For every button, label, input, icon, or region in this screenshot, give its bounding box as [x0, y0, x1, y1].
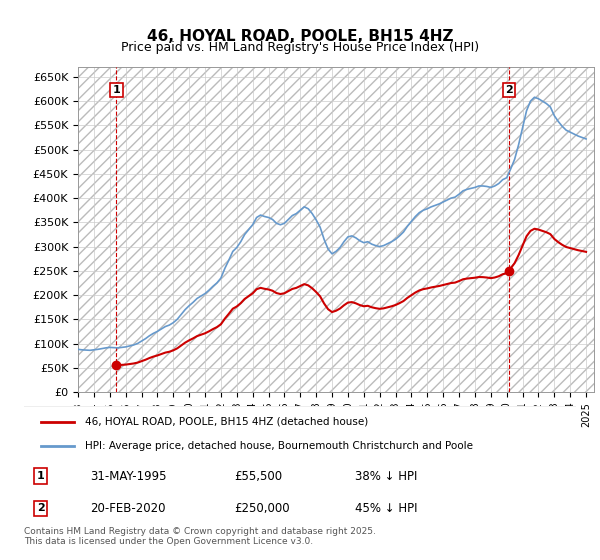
Text: 2: 2: [37, 503, 44, 514]
Text: 46, HOYAL ROAD, POOLE, BH15 4HZ (detached house): 46, HOYAL ROAD, POOLE, BH15 4HZ (detache…: [85, 417, 368, 427]
Text: £55,500: £55,500: [234, 470, 282, 483]
Text: 1: 1: [37, 471, 44, 481]
Text: Price paid vs. HM Land Registry's House Price Index (HPI): Price paid vs. HM Land Registry's House …: [121, 41, 479, 54]
Text: 45% ↓ HPI: 45% ↓ HPI: [355, 502, 418, 515]
Text: 20-FEB-2020: 20-FEB-2020: [90, 502, 166, 515]
Text: HPI: Average price, detached house, Bournemouth Christchurch and Poole: HPI: Average price, detached house, Bour…: [85, 441, 473, 451]
Text: 31-MAY-1995: 31-MAY-1995: [90, 470, 167, 483]
Text: Contains HM Land Registry data © Crown copyright and database right 2025.
This d: Contains HM Land Registry data © Crown c…: [24, 526, 376, 546]
Text: £250,000: £250,000: [234, 502, 289, 515]
Text: 1: 1: [113, 85, 120, 95]
Text: 2: 2: [505, 85, 512, 95]
Text: 46, HOYAL ROAD, POOLE, BH15 4HZ: 46, HOYAL ROAD, POOLE, BH15 4HZ: [147, 29, 453, 44]
Text: 38% ↓ HPI: 38% ↓ HPI: [355, 470, 418, 483]
FancyBboxPatch shape: [19, 405, 581, 463]
